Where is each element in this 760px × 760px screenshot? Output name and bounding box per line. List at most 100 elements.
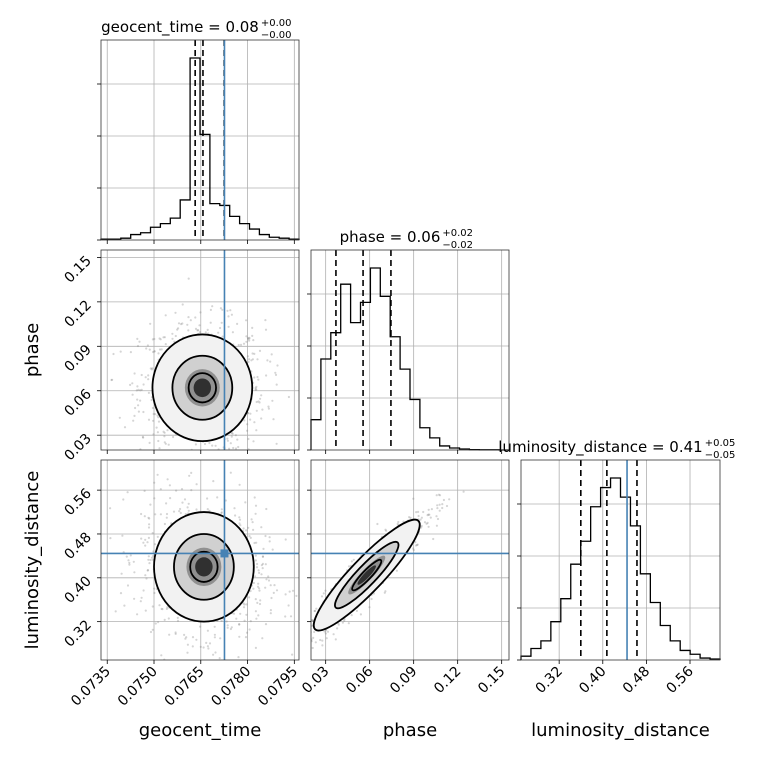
scatter-point (251, 352, 254, 355)
scatter-point (212, 480, 215, 483)
scatter-point (230, 626, 233, 629)
contour-2-2 (351, 558, 383, 592)
scatter-point (137, 388, 140, 391)
scatter-point (166, 429, 169, 432)
pair-grid-2 (311, 460, 509, 660)
scatter-point (261, 555, 264, 558)
scatter-point (169, 464, 171, 466)
xtick-label-phase-1: 0.06 (343, 663, 376, 696)
title-main-luminosity_distance: luminosity_distance = 0.41 (498, 438, 702, 457)
scatter-point (159, 513, 162, 516)
scatter-point (359, 613, 362, 616)
scatter-point (435, 515, 438, 518)
scatter-point (211, 444, 214, 447)
scatter-point (229, 309, 232, 312)
ytick-label-luminosity_distance-0: 0.32 (61, 617, 94, 650)
scatter-point (153, 587, 156, 590)
scatter-point (287, 604, 290, 607)
scatter-point (350, 614, 353, 617)
scatter-point (111, 378, 114, 381)
scatter-point (186, 643, 189, 646)
ytick-label-phase-1: 0.06 (61, 386, 94, 419)
scatter-point (324, 589, 327, 592)
scatter-point (247, 448, 250, 450)
scatter-point (269, 584, 272, 587)
scatter-point (416, 543, 419, 546)
scatter-point (257, 378, 260, 381)
scatter-point (109, 537, 112, 540)
ylabel-phase: phase (22, 323, 43, 377)
scatter-point (220, 461, 222, 463)
scatter-point (252, 587, 255, 590)
pair-frame-0 (100, 249, 300, 451)
scatter-point (311, 624, 313, 627)
title-main-phase: phase = 0.06 (340, 228, 441, 246)
scatter-point (257, 569, 260, 572)
scatter-point (206, 645, 209, 648)
scatter-point (300, 360, 302, 362)
scatter-point (199, 645, 202, 649)
scatter-point (123, 426, 127, 429)
scatter-point (199, 311, 202, 314)
scatter-point (136, 385, 139, 388)
scatter-point (315, 607, 318, 610)
scatter-point (305, 633, 307, 635)
scatter-point (158, 447, 161, 450)
scatter-point (186, 651, 189, 654)
scatter-point (142, 436, 145, 439)
scatter-point (260, 526, 263, 529)
ylabel-luminosity_distance: luminosity_distance (22, 471, 43, 650)
scatter-point (142, 541, 145, 544)
scatter-point (256, 562, 259, 566)
scatter-point (133, 414, 136, 417)
scatter-point (129, 383, 132, 386)
scatter-point (276, 364, 279, 367)
scatter-point (143, 515, 146, 518)
scatter-point (229, 471, 232, 474)
scatter-point (245, 340, 248, 343)
scatter-point (264, 319, 267, 322)
scatter-point (153, 481, 156, 484)
scatter-point (308, 609, 310, 611)
scatter-point (194, 316, 197, 319)
scatter-point (295, 594, 298, 598)
scatter-point (347, 622, 350, 625)
scatter-point (247, 526, 250, 529)
scatter-point (286, 453, 288, 455)
scatter-point (254, 388, 257, 391)
scatter-point (223, 454, 225, 456)
scatter-point (140, 596, 143, 599)
scatter-point (205, 641, 208, 645)
scatter-point (158, 348, 162, 351)
scatter-point (261, 562, 264, 566)
density-level-2-3 (357, 565, 377, 585)
scatter-point (127, 559, 130, 562)
scatter-point (230, 313, 233, 316)
scatter-point (219, 326, 222, 330)
scatter-point (136, 344, 140, 348)
scatter-point (265, 507, 268, 511)
scatter-point (136, 337, 139, 340)
scatter-point (234, 514, 237, 517)
scatter-point (238, 518, 242, 521)
scatter-point (153, 497, 156, 500)
scatter-point (254, 559, 257, 562)
scatter-point (420, 516, 423, 519)
scatter-point (187, 502, 190, 505)
scatter-point (220, 508, 223, 511)
scatter-point (397, 520, 400, 524)
scatter-point (258, 589, 261, 592)
scatter-point (254, 512, 257, 515)
scatter-point (156, 431, 159, 434)
scatter-point (203, 442, 207, 446)
scatter-point (422, 510, 425, 514)
pair-body-2 (305, 490, 465, 650)
scatter-point (423, 521, 427, 524)
scatter-point (217, 331, 220, 334)
scatter-point (264, 586, 267, 589)
scatter-point (258, 401, 261, 404)
scatter-point (148, 562, 151, 565)
scatter-point (169, 500, 171, 502)
scatter-point (213, 625, 216, 628)
ytick-label-luminosity_distance-1: 0.40 (61, 573, 94, 606)
